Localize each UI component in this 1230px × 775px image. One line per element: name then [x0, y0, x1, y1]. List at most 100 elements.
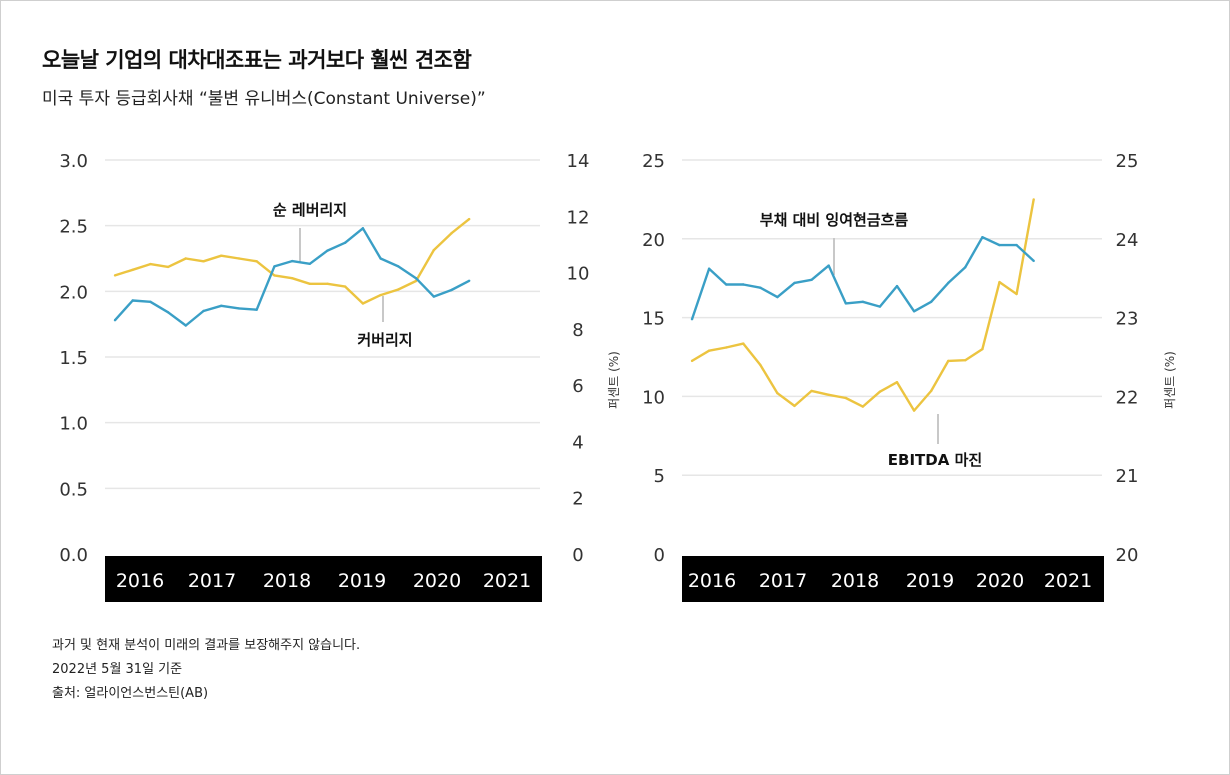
- data-point: [998, 243, 1001, 247]
- data-point: [361, 302, 365, 305]
- data-point: [344, 241, 347, 244]
- data-point: [895, 284, 899, 288]
- x-tick-label: 2019: [906, 570, 954, 592]
- y-left-tick-label: 0.5: [59, 479, 88, 500]
- data-point: [793, 404, 796, 408]
- data-point: [827, 393, 830, 396]
- data-point: [844, 396, 847, 400]
- data-point: [273, 265, 276, 268]
- data-point: [450, 232, 453, 235]
- x-tick-label: 2019: [338, 570, 386, 592]
- data-point: [326, 282, 329, 285]
- data-point: [998, 280, 1001, 284]
- data-point: [290, 259, 294, 263]
- data-point: [326, 249, 329, 252]
- data-point: [690, 318, 694, 321]
- x-tick-label: 2021: [1044, 570, 1092, 592]
- data-point: [707, 267, 711, 270]
- footer-source: 출처: 얼라이언스번스틴(AB): [52, 686, 209, 701]
- y-left-tick-label: 2.0: [59, 282, 88, 303]
- data-point: [450, 288, 453, 292]
- series-line: [690, 235, 1035, 320]
- y-right-tick-label: 4: [572, 432, 583, 453]
- data-point: [131, 299, 134, 302]
- data-point: [964, 359, 967, 362]
- data-point: [202, 309, 205, 313]
- data-point: [725, 346, 728, 349]
- series-annotation-label: EBITDA 마진: [888, 451, 982, 469]
- footer-disclaimer: 과거 및 현재 분석이 미래의 결과를 보장해주지 않습니다.: [52, 638, 361, 653]
- data-point: [725, 283, 728, 286]
- data-point: [861, 405, 864, 408]
- data-point: [149, 262, 152, 266]
- data-point: [290, 277, 294, 280]
- series-annotation-label: 커버리지: [357, 331, 412, 349]
- data-point: [432, 295, 435, 298]
- data-point: [742, 283, 745, 286]
- y-right-tick-label: 8: [572, 320, 583, 341]
- data-point: [690, 359, 694, 363]
- y-left-tick-label: 1.5: [59, 348, 88, 369]
- data-point: [776, 392, 779, 395]
- data-point: [1015, 292, 1018, 296]
- data-point: [707, 349, 711, 352]
- data-point: [255, 308, 258, 311]
- data-point: [793, 281, 796, 285]
- data-point: [776, 295, 779, 299]
- data-point: [397, 265, 400, 268]
- y-right-tick-label: 21: [1116, 466, 1139, 487]
- y-right-tick-label: 6: [572, 376, 583, 397]
- data-point: [397, 288, 400, 291]
- data-point: [308, 262, 311, 265]
- y-left-tick-label: 20: [642, 230, 665, 251]
- y-right-axis-label: 퍼센트 (%): [1163, 351, 1177, 409]
- y-left-tick-label: 25: [642, 151, 665, 172]
- data-point: [981, 236, 984, 239]
- data-point: [379, 257, 382, 260]
- data-point: [912, 409, 916, 412]
- x-tick-label: 2016: [116, 570, 164, 592]
- x-tick-label: 2021: [483, 570, 531, 592]
- data-point: [184, 324, 187, 327]
- data-point: [237, 257, 241, 260]
- figure-title: 오늘날 기업의 대차대조표는 과거보다 훨씬 견조함: [42, 48, 472, 72]
- data-point: [861, 300, 864, 303]
- x-tick-label: 2017: [188, 570, 236, 592]
- data-point: [810, 278, 813, 281]
- data-point: [895, 381, 899, 384]
- x-tick-label: 2016: [688, 570, 736, 592]
- x-axis-band: [682, 556, 1104, 602]
- y-left-tick-label: 1.0: [59, 414, 88, 435]
- data-point: [912, 310, 916, 313]
- y-right-tick-label: 23: [1116, 309, 1139, 330]
- x-tick-label: 2020: [413, 570, 461, 592]
- data-point: [220, 304, 223, 307]
- data-point: [981, 347, 984, 351]
- series-annotation-label: 순 레버리지: [273, 201, 347, 219]
- data-point: [202, 260, 205, 263]
- figure-subtitle: 미국 투자 등급회사채 “불변 유니버스(Constant Universe)”: [42, 89, 486, 109]
- data-point: [237, 307, 241, 310]
- y-left-tick-label: 0: [654, 545, 665, 566]
- data-point: [308, 282, 311, 285]
- data-point: [273, 274, 276, 277]
- y-left-tick-label: 3.0: [59, 151, 88, 172]
- data-point: [361, 227, 365, 230]
- data-point: [930, 300, 933, 303]
- data-point: [113, 319, 117, 322]
- x-axis-band: [105, 556, 542, 602]
- y-right-tick-label: 25: [1116, 151, 1139, 172]
- data-point: [414, 277, 418, 280]
- data-point: [878, 390, 882, 393]
- data-point: [844, 302, 847, 305]
- y-right-axis-label: 퍼센트 (%): [607, 351, 621, 409]
- y-right-tick-label: 2: [572, 489, 583, 510]
- y-right-tick-label: 22: [1116, 387, 1139, 408]
- y-right-tick-label: 12: [567, 207, 590, 228]
- data-point: [344, 285, 347, 288]
- y-right-tick-label: 20: [1116, 545, 1139, 566]
- x-tick-label: 2017: [759, 570, 807, 592]
- data-point: [166, 265, 170, 269]
